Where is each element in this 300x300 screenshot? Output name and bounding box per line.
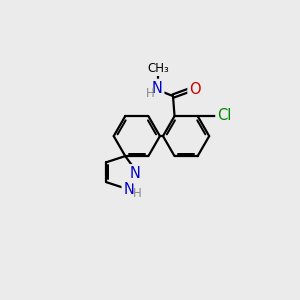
Text: CH₃: CH₃ (148, 62, 169, 75)
Text: N: N (124, 182, 134, 196)
Text: Cl: Cl (218, 108, 232, 123)
Text: H: H (133, 187, 142, 200)
Text: H: H (146, 87, 154, 100)
Text: N: N (129, 166, 140, 181)
Text: O: O (190, 82, 201, 97)
Text: N: N (152, 81, 162, 96)
